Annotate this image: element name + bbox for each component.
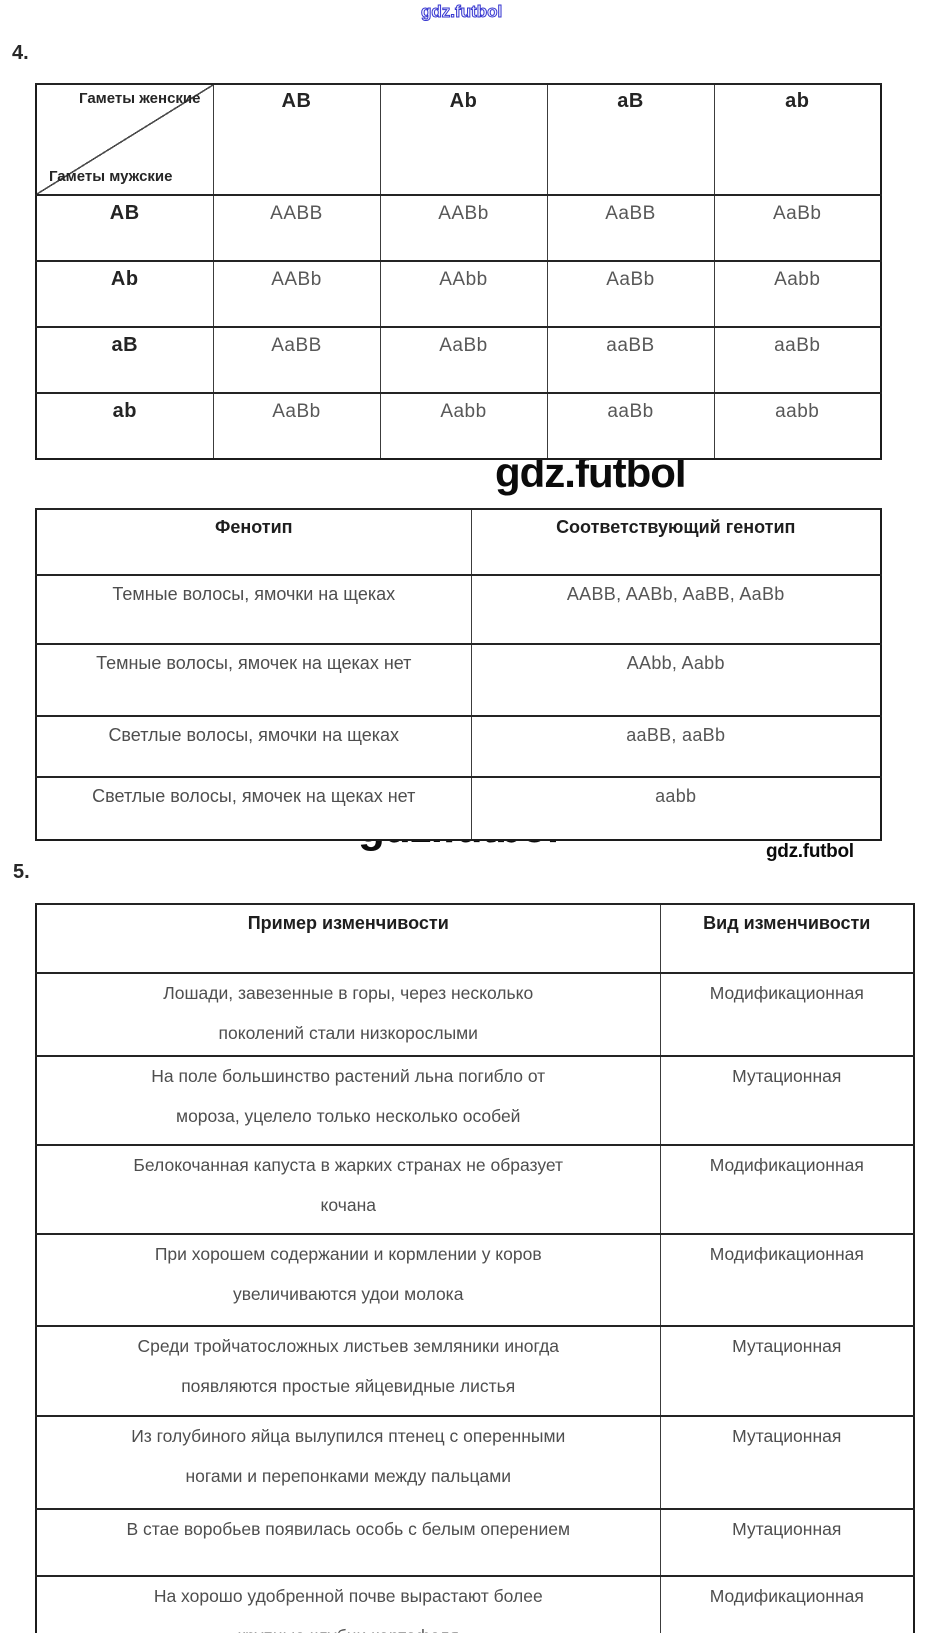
punnett-col-header: ab: [713, 83, 882, 196]
punnett-square-table: Гаметы женские Гаметы мужские AB Ab aB a…: [35, 83, 882, 460]
example-cell: В стае воробьев появилась особь с белым …: [35, 1508, 661, 1577]
punnett-col-header: Ab: [379, 83, 548, 196]
type-column-header: Вид изменчивости: [659, 903, 915, 974]
example-cell: При хорошем содержании и кормлении у кор…: [35, 1233, 661, 1327]
watermark-gdz: gdz.futbol: [766, 841, 854, 862]
punnett-row-header: ab: [35, 392, 214, 460]
example-line-2: мороза, уцелело только несколько особей: [176, 1106, 521, 1126]
phenotype-cell: Светлые волосы, ямочек на щеках нет: [35, 776, 472, 841]
table-row: Среди тройчатосложных листьев земляники …: [35, 1325, 915, 1417]
punnett-row: ab AaBb Aabb aaBb aabb: [35, 392, 882, 460]
example-cell: Из голубиного яйца вылупился птенец с оп…: [35, 1415, 661, 1510]
variability-table: Пример изменчивости Вид изменчивости Лош…: [35, 903, 915, 1633]
genotype-cell: AaBb: [379, 326, 548, 394]
punnett-row-header: aB: [35, 326, 214, 394]
table-header-row: Фенотип Соответствующий генотип: [35, 508, 882, 576]
genotype-cell: AaBb: [713, 194, 882, 262]
phenotype-genotype-table: Фенотип Соответствующий генотип Темные в…: [35, 508, 882, 841]
genotype-column-header: Соответствующий генотип: [470, 508, 882, 576]
table-row: На поле большинство растений льна погибл…: [35, 1055, 915, 1146]
genotype-cell: aaBB, aaBb: [470, 715, 882, 778]
table-row: В стае воробьев появилась особь с белым …: [35, 1508, 915, 1577]
example-line-2: увеличиваются удои молока: [233, 1284, 464, 1304]
variability-type-cell: Мутационная: [659, 1508, 915, 1577]
example-line-2: появляются простые яйцевидные листья: [181, 1376, 516, 1396]
example-line-1: Среди тройчатосложных листьев земляники …: [137, 1336, 560, 1356]
genotype-cell: aabb: [470, 776, 882, 841]
genotype-cell: AABb: [379, 194, 548, 262]
example-column-header: Пример изменчивости: [35, 903, 661, 974]
question-4-label: 4.: [12, 42, 29, 64]
punnett-row: Ab AABb AAbb AaBb Aabb: [35, 260, 882, 328]
table-row: Темные волосы, ямочек на щеках нет AAbb,…: [35, 643, 882, 717]
genotype-cell: aabb: [713, 392, 882, 460]
example-line-1: Лошади, завезенные в горы, через несколь…: [163, 983, 534, 1003]
genotype-cell: aaBB: [546, 326, 715, 394]
genotype-cell: AABb: [212, 260, 381, 328]
genotype-cell: AAbb, Aabb: [470, 643, 882, 717]
punnett-header-row: Гаметы женские Гаметы мужские AB Ab aB a…: [35, 83, 882, 196]
example-line-2: крупные клубни картофеля: [37, 1626, 660, 1633]
table-row: Из голубиного яйца вылупился птенец с оп…: [35, 1415, 915, 1510]
example-line-2: ногами и перепонками между пальцами: [185, 1466, 512, 1486]
phenotype-column-header: Фенотип: [35, 508, 472, 576]
table-row: Светлые волосы, ямочек на щеках нет aabb: [35, 776, 882, 841]
example-line-2: поколений стали низкорослыми: [218, 1023, 478, 1043]
example-cell: Среди тройчатосложных листьев земляники …: [35, 1325, 661, 1417]
punnett-row: aB AaBB AaBb aaBB aaBb: [35, 326, 882, 394]
punnett-col-header: aB: [546, 83, 715, 196]
table-row: Белокочанная капуста в жарких странах не…: [35, 1144, 915, 1235]
genotype-cell: AaBB: [546, 194, 715, 262]
genotype-cell: AaBb: [212, 392, 381, 460]
corner-label-female-gametes: Гаметы женские: [79, 90, 201, 107]
variability-type-cell: Модификационная: [659, 1233, 915, 1327]
example-cell: Белокочанная капуста в жарких странах не…: [35, 1144, 661, 1235]
example-cell: Лошади, завезенные в горы, через несколь…: [35, 972, 661, 1057]
example-line-1: При хорошем содержании и кормлении у кор…: [154, 1244, 542, 1264]
genotype-cell: AaBb: [546, 260, 715, 328]
example-line-2: кочана: [320, 1195, 376, 1215]
genotype-cell: aaBb: [713, 326, 882, 394]
variability-type-cell: Мутационная: [659, 1415, 915, 1510]
genotype-cell: AaBB: [212, 326, 381, 394]
example-line-1: На поле большинство растений льна погибл…: [151, 1066, 546, 1086]
example-line-1: Из голубиного яйца вылупился птенец с оп…: [131, 1426, 566, 1446]
example-cell: На поле большинство растений льна погибл…: [35, 1055, 661, 1146]
phenotype-cell: Светлые волосы, ямочки на щеках: [35, 715, 472, 778]
genotype-cell: aaBb: [546, 392, 715, 460]
genotype-cell: AABB: [212, 194, 381, 262]
watermark-gdz-blue: gdz.futbol: [420, 2, 503, 21]
table-header-row: Пример изменчивости Вид изменчивости: [35, 903, 915, 974]
genotype-cell: AAbb: [379, 260, 548, 328]
variability-type-cell: Модификационная: [659, 1144, 915, 1235]
punnett-col-header: AB: [212, 83, 381, 196]
phenotype-cell: Темные волосы, ямочек на щеках нет: [35, 643, 472, 717]
punnett-row-header: Ab: [35, 260, 214, 328]
genotype-cell: Aabb: [379, 392, 548, 460]
variability-type-cell: Модификационная: [659, 972, 915, 1057]
genotype-cell: Aabb: [713, 260, 882, 328]
example-line-1: На хорошо удобренной почве вырастают бол…: [153, 1586, 543, 1606]
example-cell: На хорошо удобренной почве вырастают бол…: [35, 1575, 661, 1633]
table-row: На хорошо удобренной почве вырастают бол…: [35, 1575, 915, 1633]
variability-type-cell: Модификационная: [659, 1575, 915, 1633]
question-5-label: 5.: [13, 861, 30, 883]
corner-label-male-gametes: Гаметы мужские: [49, 168, 173, 185]
punnett-row-header: AB: [35, 194, 214, 262]
punnett-corner-cell: Гаметы женские Гаметы мужские: [35, 83, 214, 196]
phenotype-cell: Темные волосы, ямочки на щеках: [35, 574, 472, 645]
variability-type-cell: Мутационная: [659, 1055, 915, 1146]
table-row: Светлые волосы, ямочки на щеках aaBB, aa…: [35, 715, 882, 778]
example-line-1: Белокочанная капуста в жарких странах не…: [133, 1155, 564, 1175]
variability-type-cell: Мутационная: [659, 1325, 915, 1417]
genotype-cell: AABB, AABb, AaBB, AaBb: [470, 574, 882, 645]
table-row: Лошади, завезенные в горы, через несколь…: [35, 972, 915, 1057]
table-row: При хорошем содержании и кормлении у кор…: [35, 1233, 915, 1327]
punnett-row: AB AABB AABb AaBB AaBb: [35, 194, 882, 262]
table-row: Темные волосы, ямочки на щеках AABB, AAB…: [35, 574, 882, 645]
example-line-1: В стае воробьев появилась особь с белым …: [126, 1519, 571, 1539]
